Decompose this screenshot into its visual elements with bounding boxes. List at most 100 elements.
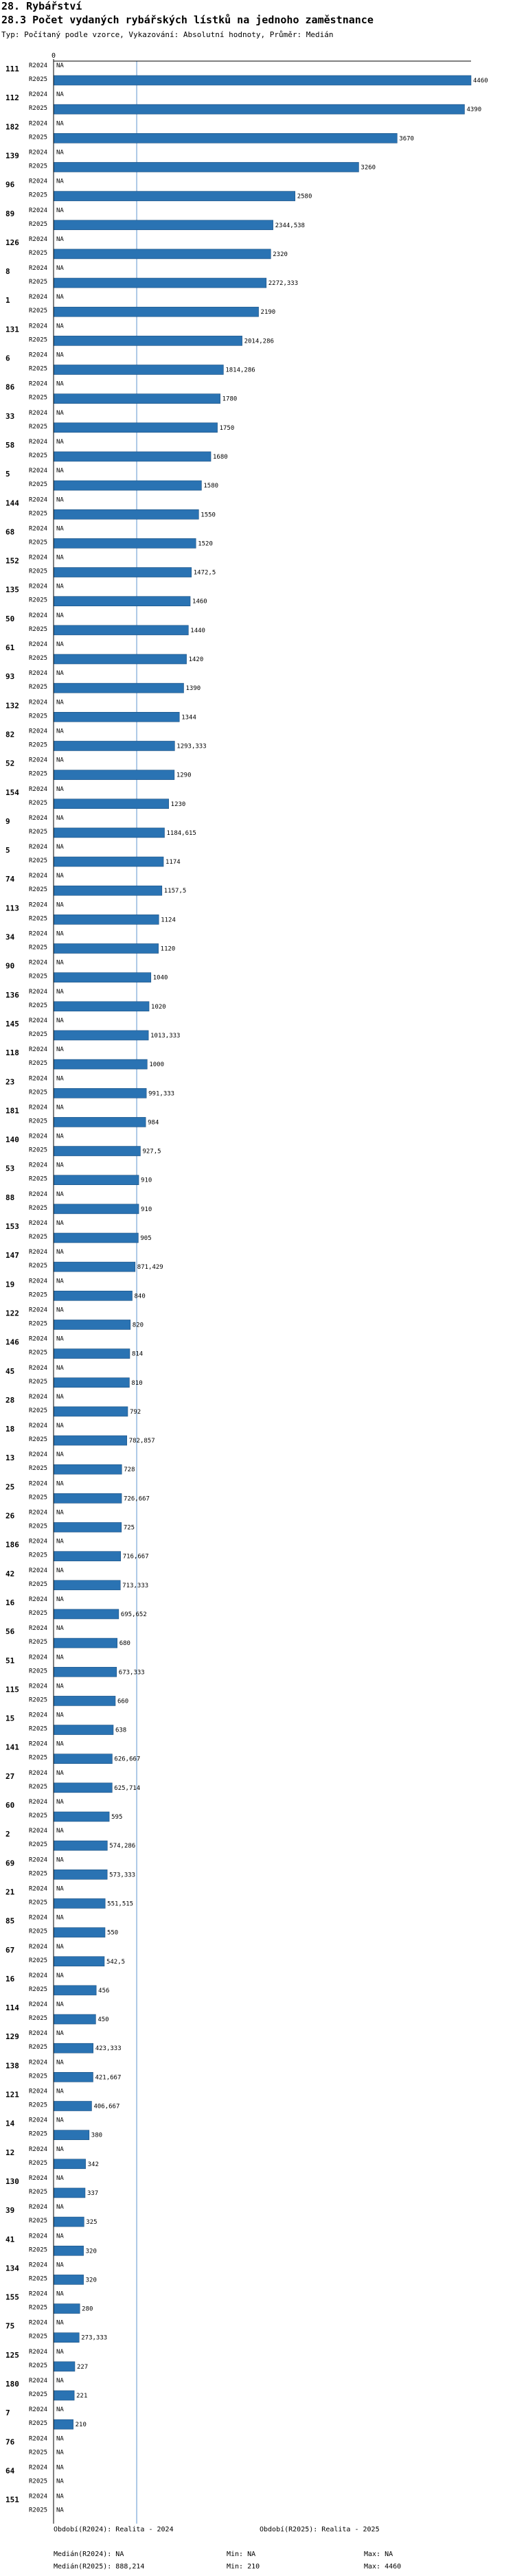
series-label-r2025: R2025 [29,800,47,807]
series-label-r2024: R2024 [29,2291,47,2298]
series-label-r2025: R2025 [29,192,47,199]
value-label-r2025: 320 [86,2248,97,2255]
value-label-r2025: 1230 [171,801,186,808]
series-label-r2024: R2024 [29,525,47,532]
series-label-r2024: R2024 [29,91,47,98]
footer-min-2025: Min: 210 [227,2563,260,2571]
category-label: 1 [5,296,10,305]
value-label-r2025: 273,333 [81,2335,107,2342]
category-label: 14 [5,2119,15,2128]
series-label-r2025: R2025 [29,1002,47,1009]
category-label: 86 [5,383,15,392]
value-label-r2025: 320 [86,2277,97,2284]
category-label: 181 [5,1106,19,1115]
value-label-r2025: 716,667 [123,1554,149,1561]
series-label-r2025: R2025 [29,308,47,314]
value-label-r2025: 3670 [399,135,414,142]
series-label-r2024: R2024 [29,2030,47,2037]
value-label-r2024: NA [56,2117,64,2124]
series-label-r2025: R2025 [29,1350,47,1357]
value-label-r2024: NA [56,1423,64,1429]
value-label-r2025: 573,333 [109,1872,135,1878]
bar-r2025 [53,220,273,231]
value-label-r2024: NA [56,410,64,417]
series-label-r2024: R2024 [29,1162,47,1169]
bar-r2025 [53,2361,76,2372]
value-label-r2025: 910 [141,1177,152,1184]
series-label-r2025: R2025 [29,1494,47,1501]
value-label-r2025: 380 [91,2132,102,2139]
value-label-r2024: NA [56,1510,64,1517]
value-label-r2025: 840 [135,1293,146,1300]
bar-r2025 [53,915,159,925]
bar-r2025 [53,1927,106,1937]
value-label-r2025: NA [56,2478,64,2485]
value-label-r2024: NA [56,1567,64,1574]
category-label: 89 [5,209,14,218]
bar-r2025 [53,2419,73,2430]
value-label-r2024: NA [56,207,64,214]
series-label-r2024: R2024 [29,2349,47,2356]
bar-r2025 [53,1898,106,1909]
series-label-r2024: R2024 [29,207,47,214]
bar-r2025 [53,1030,149,1041]
category-label: 21 [5,1887,15,1896]
value-label-r2024: NA [56,2291,64,2298]
value-label-r2025: 1750 [220,425,235,432]
series-label-r2024: R2024 [29,1741,47,1748]
series-label-r2025: R2025 [29,1031,47,1038]
category-label: 7 [5,2408,10,2417]
series-label-r2025: R2025 [29,1697,47,1703]
series-label-r2025: R2025 [29,1784,47,1791]
value-label-r2025: 2580 [297,194,312,200]
category-label: 153 [5,1222,19,1231]
series-label-r2025: R2025 [29,886,47,893]
category-label: 8 [5,267,10,276]
series-label-r2025: R2025 [29,221,47,228]
series-label-r2024: R2024 [29,2117,47,2124]
category-label: 182 [5,122,19,131]
series-label-r2024: R2024 [29,757,47,764]
value-label-r2025: 574,286 [109,1843,135,1850]
series-label-r2025: R2025 [29,1523,47,1530]
series-label-r2025: R2025 [29,2131,47,2138]
value-label-r2024: NA [56,2406,64,2413]
series-label-r2024: R2024 [29,1770,47,1777]
section-title: 28. Rybářství [1,0,82,12]
category-label: 125 [5,2351,19,2360]
value-label-r2024: NA [56,1075,64,1082]
series-label-r2025: R2025 [29,105,47,112]
value-label-r2025: 905 [140,1235,151,1242]
series-label-r2025: R2025 [29,2189,47,2196]
value-label-r2024: NA [56,960,64,967]
bar-r2025 [53,191,296,201]
value-label-r2025: 810 [131,1380,142,1387]
value-label-r2024: NA [56,1104,64,1111]
value-label-r2025: 450 [98,2016,108,2023]
bar-r2025 [53,798,169,809]
series-label-r2025: R2025 [29,2362,47,2369]
series-label-r2024: R2024 [29,1828,47,1835]
category-label: 25 [5,1482,14,1491]
bar-r2025 [53,972,152,982]
bar-r2025 [53,104,465,115]
category-label: 131 [5,325,19,334]
value-label-r2025: 726,667 [124,1495,150,1502]
category-label: 16 [5,1975,15,1983]
value-label-r2024: NA [56,1683,64,1690]
value-label-r2025: 1520 [198,540,213,547]
series-label-r2025: R2025 [29,2044,47,2051]
value-label-r2025: 991,333 [148,1090,174,1097]
category-label: 139 [5,151,19,160]
bar-r2025 [53,1406,128,1417]
series-label-r2025: R2025 [29,713,47,720]
category-label: 53 [5,1164,14,1173]
chart-title: 28.3 Počet vydaných rybářských lístků na… [1,14,374,26]
series-label-r2024: R2024 [29,236,47,243]
series-label-r2024: R2024 [29,1654,47,1661]
series-label-r2025: R2025 [29,1929,47,1935]
bar-r2025 [53,75,472,86]
category-label: 146 [5,1338,19,1347]
value-label-r2024: NA [56,1885,64,1892]
